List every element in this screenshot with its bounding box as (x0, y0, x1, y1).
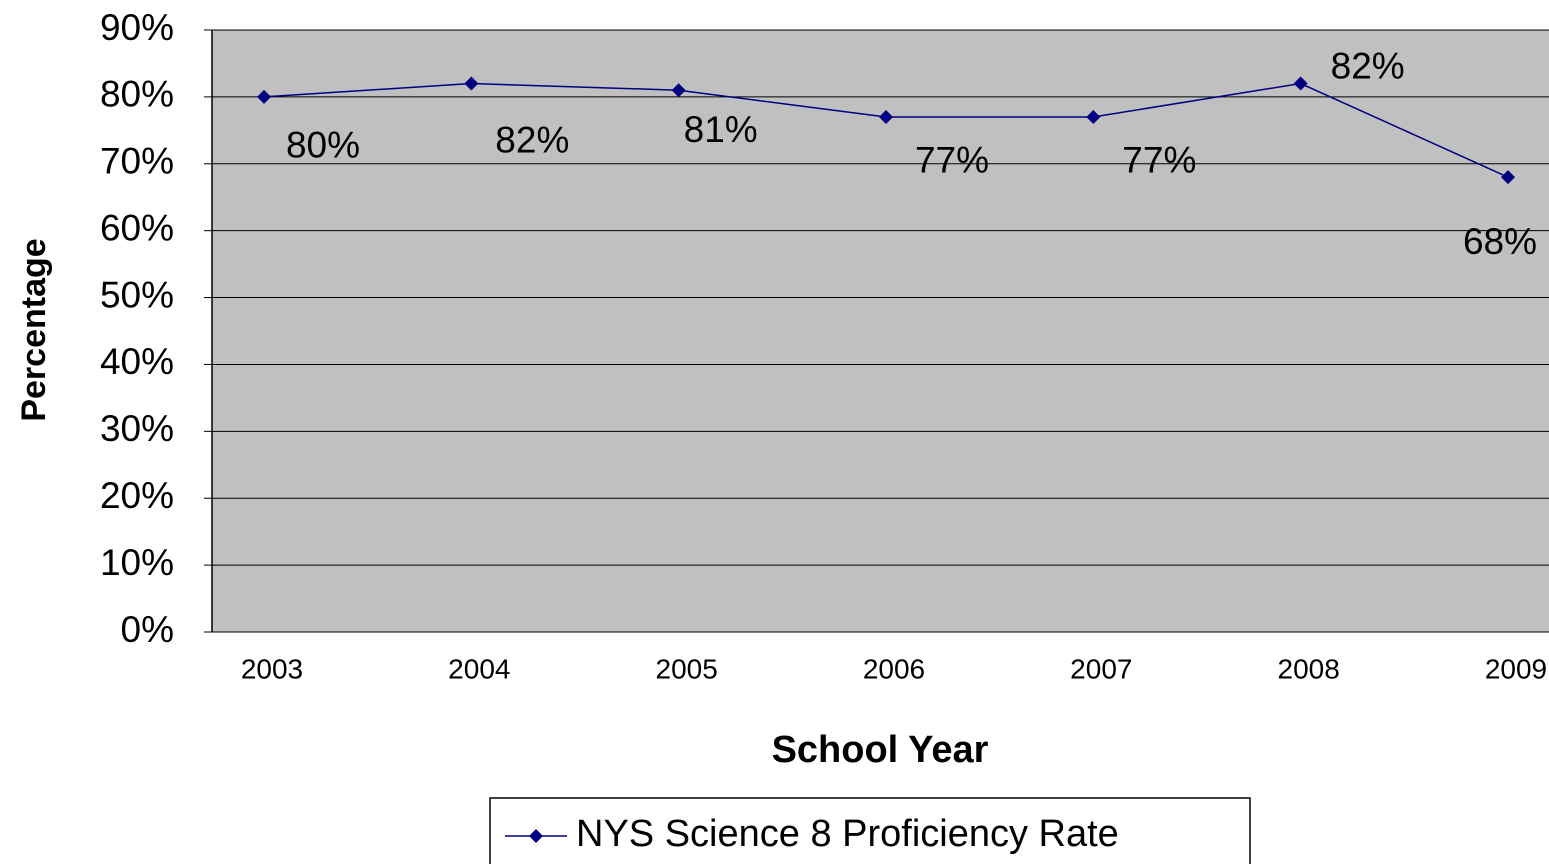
y-tick-label: 50% (100, 274, 174, 315)
y-tick-label: 0% (121, 609, 174, 650)
legend-label: NYS Science 8 Proficiency Rate (576, 813, 1119, 855)
x-tick-label: 2006 (863, 653, 925, 684)
x-tick-label: 2004 (448, 653, 510, 684)
data-point (879, 109, 893, 124)
data-point (1501, 170, 1515, 185)
legend-marker (529, 829, 543, 843)
data-label: 82% (495, 119, 569, 160)
y-tick-label: 70% (100, 141, 174, 182)
y-tick-label: 20% (100, 475, 174, 516)
y-tick-label: 30% (100, 408, 174, 449)
data-label: 82% (1331, 45, 1405, 86)
y-tick-label: 80% (100, 74, 174, 115)
plot-area (212, 30, 1549, 632)
data-point (1086, 109, 1101, 124)
data-point (671, 83, 686, 98)
data-label: 77% (1122, 140, 1196, 181)
x-tick-label: 2007 (1070, 653, 1132, 684)
data-point (464, 76, 479, 91)
x-tick-label: 2003 (241, 653, 303, 684)
data-label: 68% (1463, 221, 1537, 262)
data-label: 80% (286, 125, 360, 166)
y-tick-label: 60% (100, 207, 174, 248)
data-point (1293, 76, 1308, 91)
y-axis-title: Percentage (15, 238, 53, 421)
data-label: 77% (915, 140, 989, 181)
data-point (257, 89, 271, 104)
x-tick-label: 2005 (656, 653, 718, 684)
x-tick-label: 2009 (1485, 653, 1547, 684)
y-tick-label: 10% (100, 542, 174, 583)
x-axis-title: School Year (772, 729, 989, 771)
y-tick-label: 40% (100, 341, 174, 382)
x-tick-label: 2008 (1278, 653, 1340, 684)
data-label: 81% (684, 109, 758, 150)
y-tick-label: 90% (100, 7, 174, 48)
legend-box (489, 797, 1251, 864)
